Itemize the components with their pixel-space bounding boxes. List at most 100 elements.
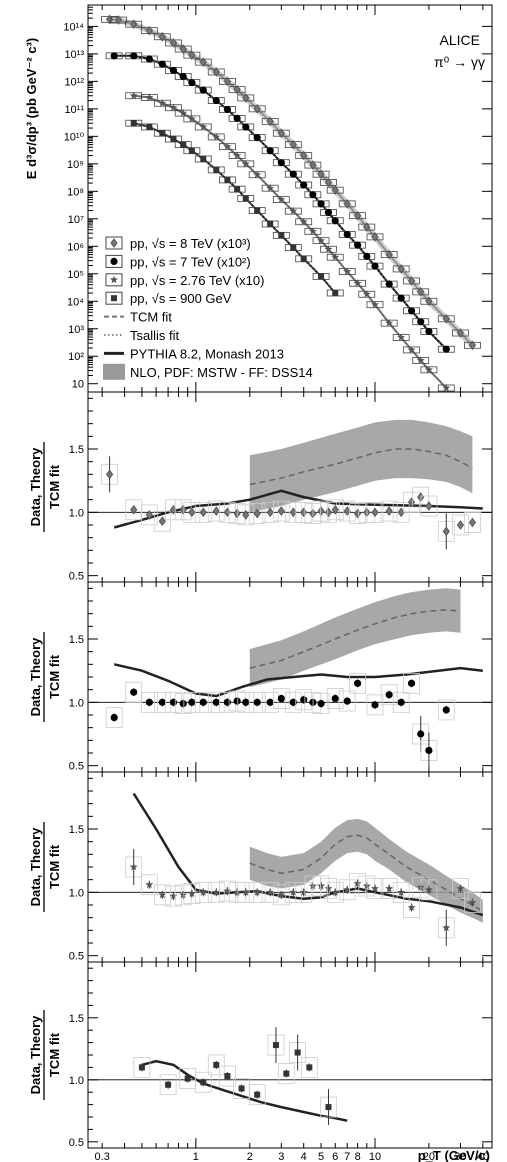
data-point bbox=[130, 52, 138, 60]
data-point bbox=[170, 136, 177, 143]
data-point bbox=[318, 273, 325, 280]
data-point bbox=[223, 105, 231, 114]
data-point bbox=[371, 507, 379, 518]
sys-error-box bbox=[261, 691, 279, 713]
data-point bbox=[266, 147, 274, 155]
data-point bbox=[343, 697, 351, 705]
data-point bbox=[169, 103, 178, 112]
y-axis-label-numerator: Data, Theory bbox=[28, 827, 43, 907]
x-tick-label: 5 bbox=[318, 1151, 324, 1162]
data-point bbox=[253, 698, 261, 706]
pythia-line bbox=[113, 663, 483, 698]
data-point bbox=[371, 300, 379, 309]
sys-error-box bbox=[183, 883, 201, 904]
data-point bbox=[353, 279, 362, 287]
sys-error-box bbox=[261, 501, 279, 523]
data-point bbox=[385, 691, 393, 699]
y-tick-label: 10⁶ bbox=[67, 241, 84, 253]
data-point bbox=[188, 79, 196, 87]
sys-error-box bbox=[272, 688, 290, 709]
data-point bbox=[223, 76, 232, 87]
sys-error-box bbox=[326, 688, 344, 709]
data-point bbox=[165, 1081, 172, 1088]
data-point bbox=[241, 159, 250, 168]
y-axis-label-denominator: TCM fit bbox=[47, 844, 62, 889]
experiment-label: ALICE bbox=[440, 32, 480, 48]
data-point bbox=[199, 57, 207, 67]
data-point bbox=[324, 884, 333, 892]
data-point bbox=[110, 52, 118, 60]
data-point bbox=[397, 698, 405, 706]
sys-error-box bbox=[464, 512, 481, 533]
data-point bbox=[110, 257, 118, 265]
data-point bbox=[331, 185, 339, 196]
y-axis-label-denominator: TCM fit bbox=[47, 464, 62, 509]
y-tick-label: 1.0 bbox=[69, 887, 84, 899]
sys-error-box bbox=[194, 1071, 212, 1093]
y-tick-label: 10¹⁴ bbox=[63, 21, 84, 33]
sys-error-box bbox=[248, 691, 266, 713]
sys-error-box bbox=[349, 672, 367, 694]
data-point bbox=[158, 890, 167, 899]
sys-error-box bbox=[140, 504, 158, 526]
data-point bbox=[306, 1064, 313, 1071]
data-point bbox=[371, 884, 379, 892]
data-point bbox=[179, 108, 188, 117]
y-tick-label: 1.0 bbox=[69, 507, 84, 519]
data-point bbox=[224, 176, 231, 183]
data-point bbox=[331, 253, 340, 261]
data-point bbox=[277, 159, 285, 167]
data-point bbox=[324, 507, 333, 518]
data-point bbox=[289, 698, 297, 706]
y-axis-label-denominator: TCM fit bbox=[47, 1032, 62, 1077]
data-point bbox=[267, 220, 274, 227]
sys-error-box bbox=[277, 1063, 295, 1084]
data-point bbox=[299, 217, 308, 226]
data-point bbox=[442, 313, 450, 324]
x-tick-label: 0.3 bbox=[95, 1151, 110, 1162]
data-point bbox=[242, 93, 250, 103]
data-point bbox=[187, 889, 196, 897]
data-point bbox=[324, 208, 333, 217]
legend-label: PYTHIA 8.2, Monash 2013 bbox=[130, 346, 284, 361]
sys-error-box bbox=[237, 504, 255, 526]
y-axis-label-numerator: Data, Theory bbox=[28, 1015, 43, 1095]
data-point bbox=[266, 184, 275, 192]
data-point bbox=[266, 888, 275, 896]
legend-swatch-box bbox=[105, 254, 123, 268]
data-point bbox=[158, 99, 167, 107]
data-point bbox=[468, 517, 477, 528]
data-point bbox=[200, 155, 207, 162]
x-tick-label: 3 bbox=[278, 1151, 284, 1162]
data-point bbox=[442, 383, 451, 392]
sys-error-box bbox=[380, 878, 398, 899]
data-point bbox=[300, 255, 307, 262]
data-point bbox=[254, 1091, 261, 1098]
data-point bbox=[456, 328, 465, 338]
y-tick-label: 1.5 bbox=[69, 824, 84, 836]
data-point bbox=[233, 114, 241, 122]
legend-swatch-box bbox=[105, 291, 123, 305]
data-point bbox=[343, 199, 351, 209]
data-point bbox=[317, 506, 325, 516]
data-point bbox=[283, 1070, 290, 1077]
data-point bbox=[417, 730, 425, 738]
data-point bbox=[266, 698, 274, 706]
data-point bbox=[129, 91, 138, 100]
data-point bbox=[300, 696, 308, 704]
data-point bbox=[309, 160, 317, 170]
data-point bbox=[385, 280, 393, 288]
data-point bbox=[242, 195, 249, 202]
data-point bbox=[300, 150, 308, 161]
data-point bbox=[317, 700, 325, 708]
data-point bbox=[212, 888, 221, 896]
sys-error-box bbox=[349, 873, 367, 894]
data-point bbox=[188, 147, 195, 154]
data-point bbox=[277, 694, 285, 703]
data-point bbox=[363, 222, 371, 232]
data-point bbox=[253, 508, 261, 519]
sys-error-box bbox=[452, 878, 469, 899]
sys-error-box bbox=[295, 881, 313, 903]
legend-label: pp, √s = 8 TeV (x10³) bbox=[130, 236, 251, 251]
data-point bbox=[188, 698, 196, 706]
